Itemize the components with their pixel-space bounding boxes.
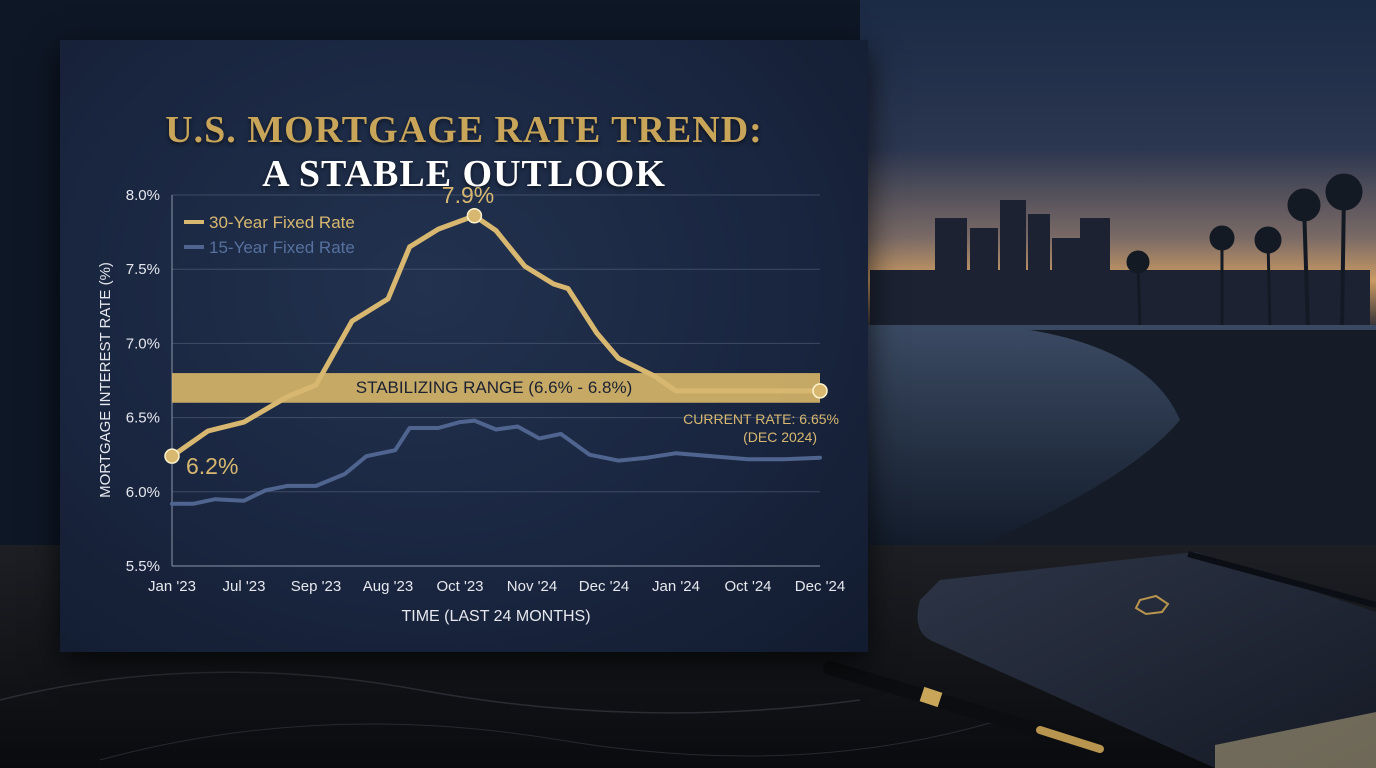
chart-title: U.S. MORTGAGE RATE TREND: xyxy=(165,109,763,151)
notebook-emblem xyxy=(1134,594,1170,616)
legend-label-15yr: 15-Year Fixed Rate xyxy=(209,238,355,257)
coastline xyxy=(980,330,1376,545)
series-line-30yr xyxy=(169,213,823,459)
x-tick-label: Oct '24 xyxy=(724,578,771,595)
peak-annotation: 7.9% xyxy=(442,182,494,208)
y-tick-label: 8.0% xyxy=(126,187,160,204)
x-tick-label: Jul '23 xyxy=(223,578,266,595)
markers xyxy=(164,208,828,464)
x-tick-label: Dec '24 xyxy=(795,578,845,595)
notebook xyxy=(917,551,1376,768)
chart-panel: U.S. MORTGAGE RATE TREND: A STABLE OUTLO… xyxy=(60,40,868,652)
palm-trees xyxy=(1126,173,1363,331)
series-lines xyxy=(169,213,823,506)
gridlines xyxy=(172,194,820,493)
legend: 30-Year Fixed Rate 15-Year Fixed Rate xyxy=(184,213,355,257)
x-tick-label: Aug '23 xyxy=(363,578,413,595)
stabilizing-range-label: STABILIZING RANGE (6.6% - 6.8%) xyxy=(356,378,632,397)
x-axis-label: TIME (LAST 24 MONTHS) xyxy=(401,608,590,625)
x-tick-label: Jan '23 xyxy=(148,578,196,595)
x-tick-label: Oct '23 xyxy=(436,578,483,595)
y-tick-label: 7.0% xyxy=(126,335,160,352)
x-tick-label: Sep '23 xyxy=(291,578,341,595)
data-point-marker xyxy=(164,448,180,464)
chart-subtitle: A STABLE OUTLOOK xyxy=(262,153,666,195)
y-tick-label: 7.5% xyxy=(126,261,160,278)
y-tick-labels: 8.0% 7.5% 7.0% 6.5% 6.0% 5.5% xyxy=(126,187,160,575)
current-rate-date: (DEC 2024) xyxy=(743,429,817,445)
y-tick-label: 6.5% xyxy=(126,410,160,427)
current-rate-annotation: CURRENT RATE: 6.65% xyxy=(683,411,839,427)
y-axis-label: MORTGAGE INTEREST RATE (%) xyxy=(97,262,114,498)
pen xyxy=(823,661,1105,755)
data-point-marker xyxy=(812,383,828,399)
x-tick-label: Dec '24 xyxy=(579,578,629,595)
x-tick-labels: Jan '23 Jul '23 Sep '23 Aug '23 Oct '23 Nov '… xyxy=(148,578,845,595)
x-tick-label: Jan '24 xyxy=(652,578,700,595)
series-line-15yr xyxy=(170,418,822,506)
x-tick-label: Nov '24 xyxy=(507,578,557,595)
legend-label-30yr: 30-Year Fixed Rate xyxy=(209,213,355,232)
start-annotation: 6.2% xyxy=(186,453,238,479)
city-skyline xyxy=(870,200,1370,330)
stabilizing-range-band xyxy=(172,373,820,403)
stabilizing-band: STABILIZING RANGE (6.6% - 6.8%) xyxy=(172,373,820,403)
data-point-marker xyxy=(466,208,483,224)
y-tick-label: 6.0% xyxy=(126,484,160,501)
y-tick-label: 5.5% xyxy=(126,558,160,575)
